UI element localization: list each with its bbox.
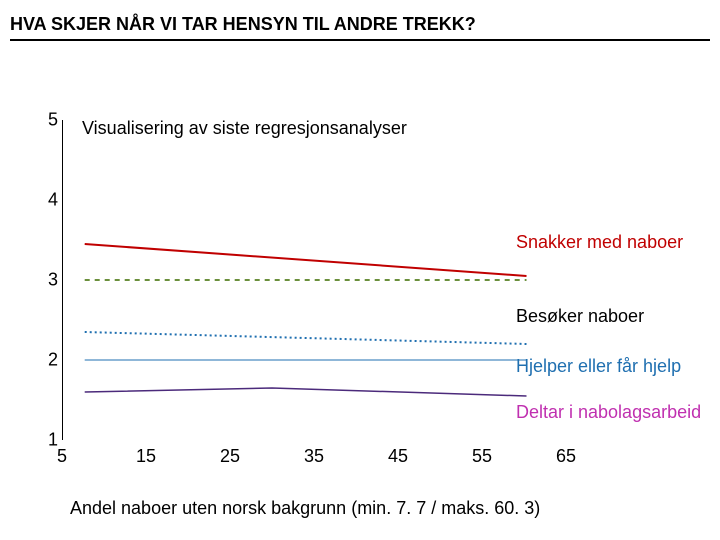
x-tick: 45: [388, 446, 408, 467]
x-tick: 15: [136, 446, 156, 467]
series-line: [85, 332, 527, 344]
y-tick: 4: [34, 190, 58, 211]
x-tick: 25: [220, 446, 240, 467]
x-tick: 5: [57, 446, 67, 467]
x-tick: 35: [304, 446, 324, 467]
series-label: Snakker med naboer: [516, 232, 683, 253]
series-line: [85, 388, 527, 396]
y-tick: 1: [34, 430, 58, 451]
series-label: Hjelper eller får hjelp: [516, 356, 681, 377]
y-tick: 5: [34, 110, 58, 131]
x-tick: 65: [556, 446, 576, 467]
x-axis-label: Andel naboer uten norsk bakgrunn (min. 7…: [70, 498, 540, 519]
series-label: Deltar i nabolagsarbeid: [516, 402, 701, 423]
page-title: HVA SKJER NÅR VI TAR HENSYN TIL ANDRE TR…: [10, 14, 710, 41]
chart-plot-area: Visualisering av siste regresjonsanalyse…: [62, 120, 566, 440]
series-line: [85, 244, 527, 276]
chart-lines: [62, 120, 566, 440]
y-tick: 3: [34, 270, 58, 291]
series-label: Besøker naboer: [516, 306, 644, 327]
y-tick: 2: [34, 350, 58, 371]
chart-subtitle: Visualisering av siste regresjonsanalyse…: [82, 118, 407, 139]
x-tick: 55: [472, 446, 492, 467]
